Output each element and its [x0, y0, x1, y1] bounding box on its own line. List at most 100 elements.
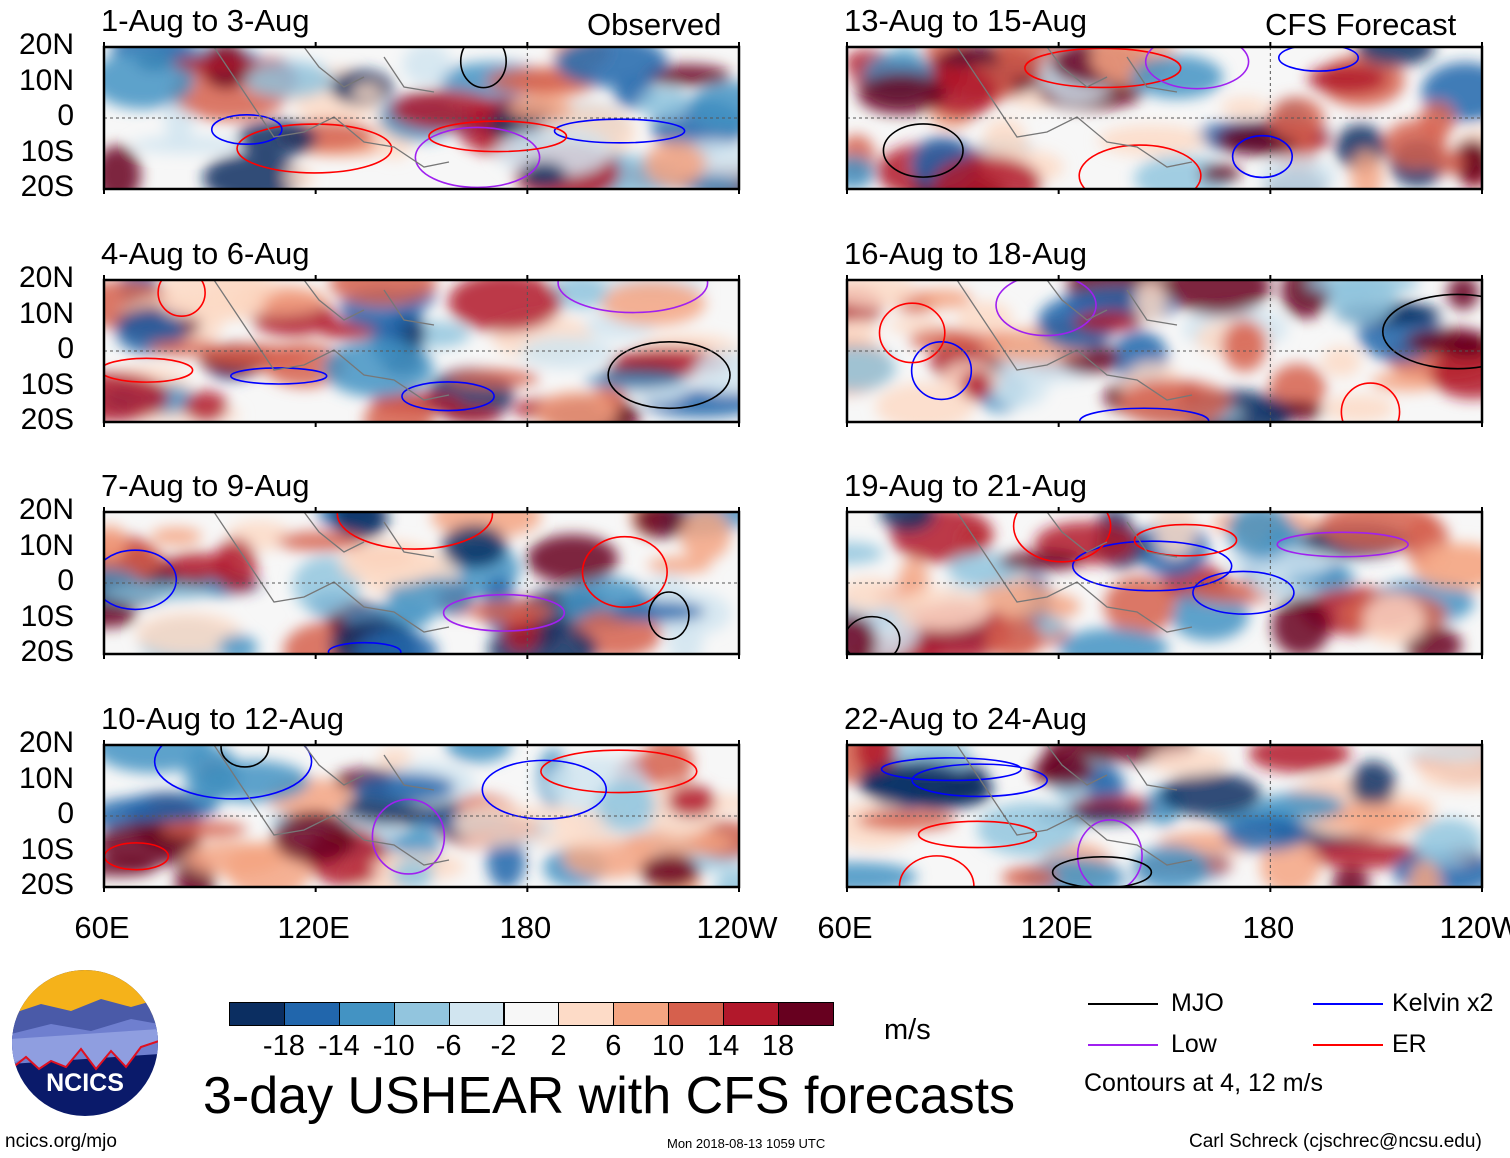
shear-anomaly-blob [1001, 866, 1058, 887]
contour-line [153, 745, 313, 800]
panel-frame [102, 743, 741, 889]
contour-line [428, 120, 568, 153]
colorbar-tick-label: 10 [652, 1030, 685, 1062]
contour-line [1078, 144, 1202, 189]
legend-low-line [1088, 1044, 1158, 1046]
shear-anomaly-blob [284, 166, 315, 189]
shear-anomaly-blob [104, 50, 195, 110]
shear-anomaly-blob [104, 583, 212, 601]
legend-er-label: ER [1392, 1030, 1427, 1058]
shear-anomaly-blob [554, 47, 668, 88]
contour-line [1051, 856, 1153, 887]
y-tick-label: 0 [57, 797, 74, 830]
coastline [956, 47, 1193, 168]
legend-mjo-line [1088, 1003, 1158, 1005]
shear-anomaly-blob [982, 117, 1027, 167]
shear-anomaly-blob [857, 809, 956, 831]
shear-anomaly-blob [644, 140, 705, 187]
shear-anomaly-blob [1430, 349, 1482, 399]
shear-anomaly-blob [172, 55, 259, 72]
contour-line [607, 341, 731, 410]
contour-line [581, 535, 668, 608]
shear-anomaly-blob [329, 280, 437, 306]
contour-line [414, 126, 541, 189]
shear-anomaly-blob [184, 841, 284, 876]
colorbar-tick-label: -10 [372, 1030, 415, 1062]
contour-line [104, 549, 178, 611]
shear-anomaly-blob [879, 512, 936, 532]
colorbar-tick-label: 2 [550, 1030, 567, 1062]
shear-anomaly-blob [847, 346, 897, 391]
shear-anomaly-blob [1159, 772, 1262, 818]
coastline [956, 280, 1193, 401]
panel-title: 19-Aug to 21-Aug [844, 468, 1088, 503]
shear-anomaly-blob [495, 126, 612, 178]
panel-frame [845, 45, 1484, 191]
y-tick-label: 20N [18, 726, 74, 759]
shear-anomaly-blob [1221, 97, 1269, 119]
shear-anomaly-blob [322, 339, 434, 398]
map-panel [102, 507, 741, 659]
shear-anomaly-blob [1199, 164, 1241, 184]
y-tick-label: 0 [57, 332, 74, 365]
legend-mjo-label: MJO [1171, 989, 1224, 1017]
legend-er-line [1313, 1044, 1383, 1046]
shear-anomaly-blob [647, 556, 712, 574]
legend-kelvin-label: Kelvin x2 [1392, 989, 1494, 1017]
shear-anomaly-blob [1419, 101, 1456, 139]
colorbar-units: m/s [884, 1014, 931, 1046]
shear-anomaly-blob [847, 318, 879, 341]
panel-frame [102, 278, 741, 424]
contour-line [1012, 512, 1112, 563]
shear-anomaly-blob [1404, 745, 1482, 762]
shear-anomaly-blob [104, 745, 212, 773]
shear-anomaly-blob [977, 802, 1082, 857]
colorbar-swatch [229, 1002, 285, 1026]
contour-line [1276, 531, 1409, 558]
legend-kelvin-line [1313, 1003, 1383, 1005]
shear-anomaly-blob [150, 527, 203, 546]
shear-anomaly-blob [135, 612, 242, 654]
shear-anomaly-blob [608, 601, 706, 622]
shear-anomaly-blob [104, 524, 127, 561]
contour-line [1076, 819, 1143, 887]
contour-line [459, 47, 507, 89]
contour-line [1071, 540, 1233, 592]
shear-anomaly-blob [857, 73, 946, 115]
coastline [213, 280, 450, 401]
contour-line [1192, 570, 1295, 615]
shear-anomaly-blob [1268, 97, 1325, 142]
footer-url[interactable]: ncics.org/mjo [5, 1131, 117, 1152]
footer-credit: Carl Schreck (cjschrec@ncsu.edu) [1189, 1131, 1482, 1152]
shear-anomaly-blob [693, 350, 739, 394]
y-tick-label: 10N [18, 528, 74, 562]
contour-line [1340, 382, 1401, 422]
map-panel [845, 740, 1484, 892]
y-tick-label: 10N [18, 761, 74, 795]
shear-anomaly-blob [985, 616, 1043, 654]
shear-anomaly-blob [1331, 867, 1370, 887]
shear-anomaly-blob [452, 803, 540, 846]
shear-anomaly-blob [847, 577, 901, 612]
shear-anomaly-blob [218, 634, 258, 654]
shear-anomaly-blob [160, 821, 248, 838]
colorbar-tick-label: 18 [761, 1030, 795, 1062]
shear-anomaly-blob [1104, 576, 1176, 636]
colorbar-swatch [283, 1002, 340, 1026]
contour-line [540, 749, 698, 794]
shear-anomaly-blob [1307, 63, 1388, 94]
shear-anomaly-blob [1098, 124, 1206, 156]
map-panel [845, 507, 1484, 659]
shear-anomaly-blob [1032, 755, 1095, 787]
shear-anomaly-blob [998, 551, 1083, 572]
panel-column-label: Observed [587, 7, 722, 42]
shear-anomaly-blob [340, 540, 440, 587]
shear-anomaly-blob [1419, 761, 1482, 792]
shear-anomaly-blob [104, 372, 170, 422]
contour-line [1278, 47, 1360, 72]
y-tick-label: 20S [20, 403, 74, 436]
panel-frame [845, 743, 1484, 889]
shear-anomaly-blob [1323, 394, 1395, 422]
shear-anomaly-blob [390, 89, 499, 131]
shear-anomaly-blob [354, 630, 438, 654]
